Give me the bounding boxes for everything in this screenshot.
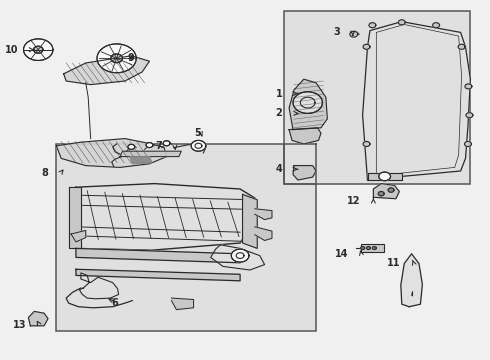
Bar bbox=[56, 144, 316, 331]
Text: 10: 10 bbox=[5, 45, 19, 55]
Polygon shape bbox=[24, 39, 53, 60]
Polygon shape bbox=[69, 187, 81, 248]
Polygon shape bbox=[458, 44, 465, 49]
Polygon shape bbox=[369, 23, 376, 28]
Polygon shape bbox=[388, 188, 394, 192]
Polygon shape bbox=[373, 184, 399, 199]
Polygon shape bbox=[76, 269, 240, 281]
Polygon shape bbox=[255, 209, 272, 220]
Polygon shape bbox=[367, 247, 370, 249]
Text: 8: 8 bbox=[41, 168, 48, 178]
Polygon shape bbox=[465, 84, 472, 89]
Text: 4: 4 bbox=[275, 164, 282, 174]
Polygon shape bbox=[350, 31, 358, 37]
Text: 5: 5 bbox=[195, 128, 201, 138]
Polygon shape bbox=[243, 194, 257, 248]
Polygon shape bbox=[64, 56, 149, 85]
Text: 2: 2 bbox=[275, 108, 282, 118]
Polygon shape bbox=[56, 139, 167, 167]
Polygon shape bbox=[398, 20, 405, 25]
Polygon shape bbox=[289, 128, 321, 144]
Polygon shape bbox=[231, 249, 249, 262]
Polygon shape bbox=[368, 173, 402, 180]
Bar bbox=[361, 244, 384, 252]
Polygon shape bbox=[172, 298, 194, 310]
Polygon shape bbox=[128, 144, 135, 149]
Polygon shape bbox=[130, 157, 152, 164]
Polygon shape bbox=[79, 273, 119, 299]
Polygon shape bbox=[363, 22, 470, 180]
Polygon shape bbox=[146, 143, 153, 148]
Polygon shape bbox=[361, 247, 365, 249]
Polygon shape bbox=[433, 23, 440, 28]
Text: 7: 7 bbox=[155, 141, 162, 151]
Polygon shape bbox=[120, 151, 181, 157]
Polygon shape bbox=[401, 254, 422, 307]
Polygon shape bbox=[111, 54, 122, 63]
Polygon shape bbox=[211, 245, 265, 270]
Bar bbox=[284, 11, 470, 184]
Text: 11: 11 bbox=[387, 258, 401, 268]
Polygon shape bbox=[76, 184, 255, 250]
Polygon shape bbox=[379, 172, 391, 181]
Polygon shape bbox=[76, 248, 240, 263]
Polygon shape bbox=[255, 227, 272, 240]
Polygon shape bbox=[363, 141, 370, 147]
Polygon shape bbox=[465, 141, 471, 147]
Polygon shape bbox=[289, 79, 327, 130]
Text: 13: 13 bbox=[13, 320, 26, 330]
Text: 12: 12 bbox=[347, 196, 361, 206]
Text: 3: 3 bbox=[333, 27, 340, 37]
Text: 9: 9 bbox=[127, 53, 134, 63]
Text: 14: 14 bbox=[335, 249, 348, 259]
Polygon shape bbox=[28, 311, 48, 326]
Polygon shape bbox=[33, 46, 43, 53]
Polygon shape bbox=[71, 230, 86, 242]
Polygon shape bbox=[372, 247, 376, 249]
Polygon shape bbox=[378, 192, 384, 196]
Polygon shape bbox=[293, 166, 316, 180]
Polygon shape bbox=[466, 113, 473, 118]
Polygon shape bbox=[191, 140, 206, 151]
Polygon shape bbox=[293, 92, 322, 113]
Polygon shape bbox=[97, 44, 136, 73]
Polygon shape bbox=[163, 141, 170, 146]
Text: 1: 1 bbox=[275, 89, 282, 99]
Polygon shape bbox=[363, 44, 370, 49]
Text: 6: 6 bbox=[111, 298, 118, 308]
